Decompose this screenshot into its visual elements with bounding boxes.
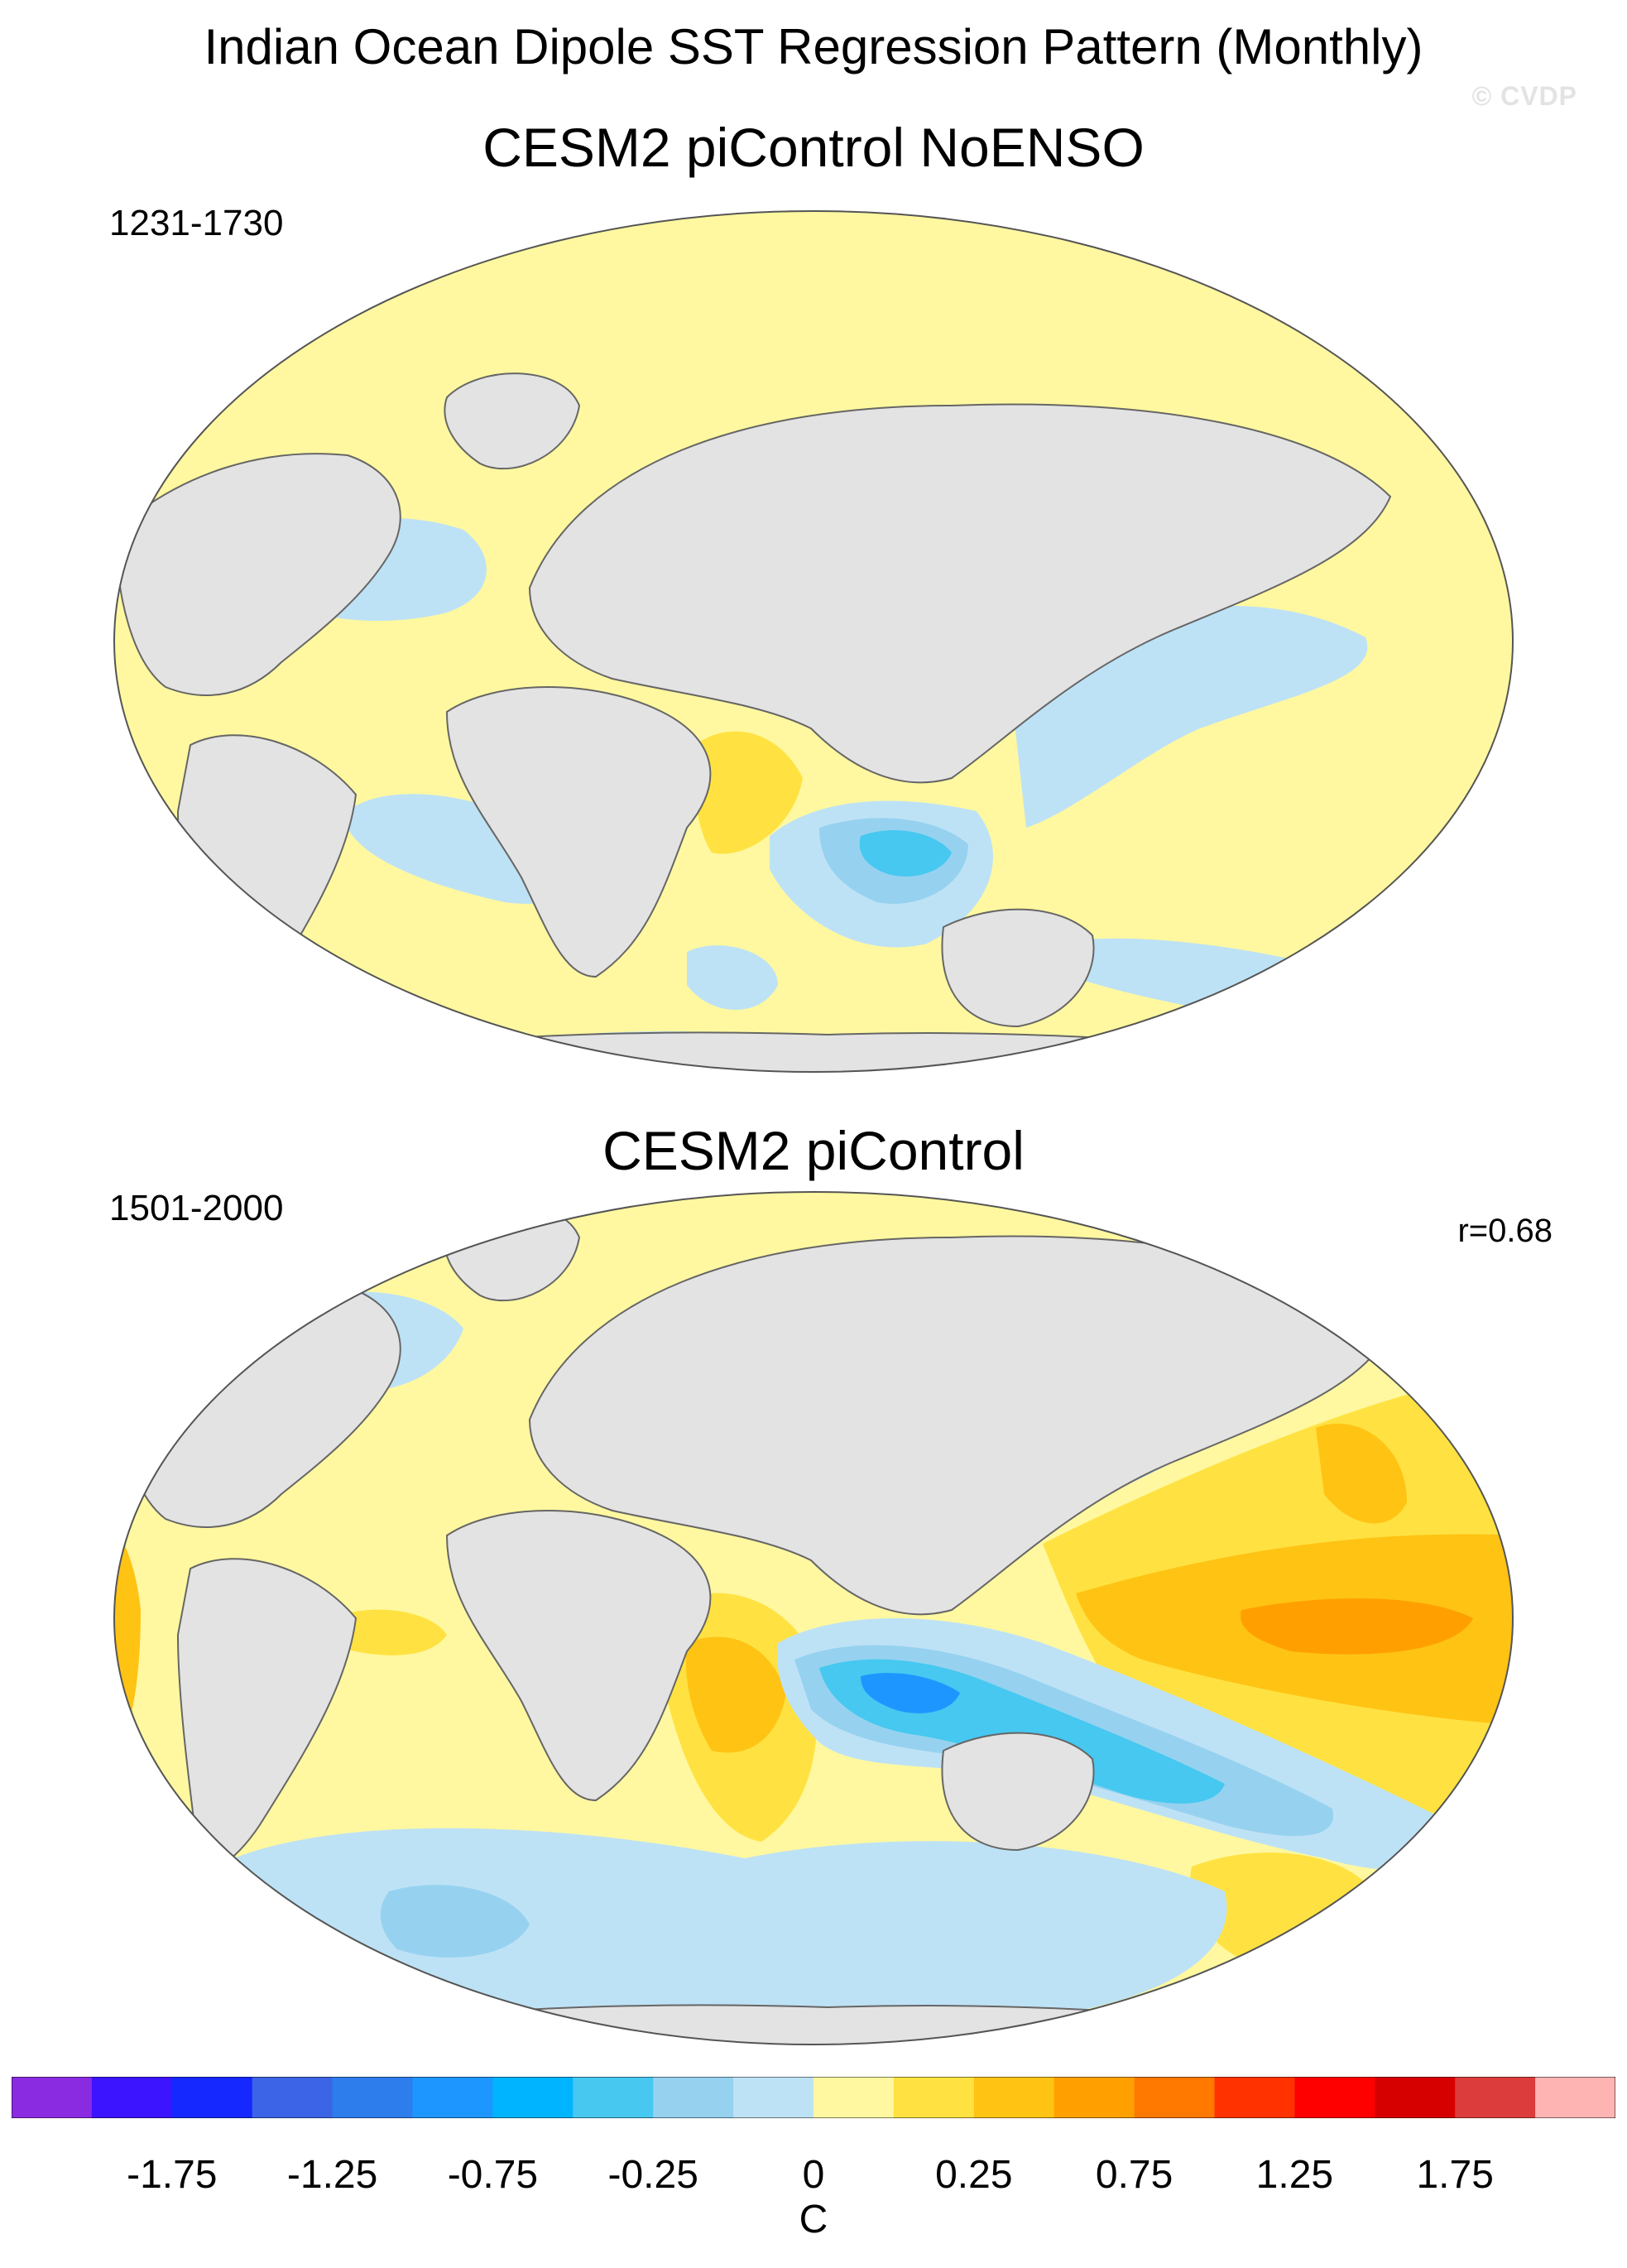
sst-region-east-pacific-warm <box>114 1491 141 1775</box>
colorbar-swatch <box>171 2077 253 2118</box>
main-title: Indian Ocean Dipole SST Regression Patte… <box>204 19 1423 74</box>
sst-region-north-pacific-warm <box>1316 1423 1407 1524</box>
colorbar-tick-label: -0.25 <box>607 2153 698 2197</box>
colorbar-tick-label: 0 <box>802 2153 825 2197</box>
colorbar-tick-label: -0.75 <box>447 2153 539 2197</box>
colorbar-tick-label: 0.75 <box>1095 2153 1173 2197</box>
sst-region-arabian-sea-warm <box>694 731 803 854</box>
colorbar-swatch <box>412 2077 493 2118</box>
colorbar-swatch <box>1455 2077 1536 2118</box>
colorbar-tick-label: 0.25 <box>935 2153 1013 2197</box>
land-antarctica <box>165 2004 1474 2045</box>
sst-region-east-indian-core <box>859 829 952 877</box>
sst-region-southern-ocean-cool-2 <box>380 1885 530 1958</box>
colorbar-swatch <box>332 2077 413 2118</box>
colorbar-swatch <box>814 2077 895 2118</box>
sst-region-southern-ocean-cool <box>207 1828 1227 2030</box>
panel-2-years: 1501-2000 <box>109 1188 284 1228</box>
colorbar-swatch <box>1375 2077 1456 2118</box>
colorbar-unit: C <box>799 2198 828 2242</box>
colorbar-tick-label: -1.75 <box>127 2153 218 2197</box>
land-eurasia <box>528 1235 1392 1616</box>
panel-1-map <box>113 210 1514 1073</box>
land-eurasia <box>528 403 1392 784</box>
colorbar-swatch <box>1053 2077 1135 2118</box>
panel-1-years: 1231-1730 <box>109 203 284 243</box>
land-antarctica <box>165 1031 1474 1072</box>
land-south-america <box>176 1558 358 1869</box>
sst-region-caribbean-warm <box>331 1609 447 1655</box>
land-australia <box>941 1732 1095 1852</box>
map-boundary <box>113 1191 1514 2045</box>
land-australia <box>941 908 1095 1028</box>
sst-region-madagascar-cool <box>687 945 778 1010</box>
sst-region-east-indian-core-2 <box>861 1673 960 1713</box>
colorbar <box>12 2077 1615 2118</box>
colorbar-swatch <box>893 2077 975 2118</box>
panel-2-map <box>113 1191 1514 2045</box>
colorbar-swatch <box>1214 2077 1295 2118</box>
colorbar-tick-label: -1.25 <box>286 2153 378 2197</box>
land-africa <box>445 686 712 978</box>
colorbar-swatch <box>653 2077 734 2118</box>
colorbar-swatch <box>1134 2077 1215 2118</box>
panel-2-title: CESM2 piControl <box>602 1120 1025 1181</box>
colorbar-swatch <box>733 2077 814 2118</box>
sst-region-central-pacific-core <box>1241 1598 1473 1655</box>
land-greenland <box>444 372 581 470</box>
colorbar-swatch <box>973 2077 1055 2118</box>
map-boundary <box>113 210 1514 1073</box>
panel-2-correlation: r=0.68 <box>1457 1213 1553 1249</box>
colorbar-tick-label: 1.75 <box>1416 2153 1494 2197</box>
colorbar-swatch <box>573 2077 654 2118</box>
colorbar-swatch <box>492 2077 574 2118</box>
colorbar-tick-label: 1.25 <box>1255 2153 1334 2197</box>
colorbar-swatch <box>252 2077 334 2118</box>
sst-region-arabian-sea-core <box>685 1636 786 1753</box>
land-africa <box>445 1510 712 1802</box>
cvdp-watermark: © CVDP <box>1471 81 1577 111</box>
colorbar-swatch <box>1535 2077 1615 2118</box>
land-north-america <box>114 453 401 696</box>
panel-1-title: CESM2 piControl NoENSO <box>482 117 1145 178</box>
colorbar-swatch <box>1294 2077 1375 2118</box>
colorbar-swatch <box>12 2077 93 2118</box>
colorbar-swatch <box>91 2077 173 2118</box>
